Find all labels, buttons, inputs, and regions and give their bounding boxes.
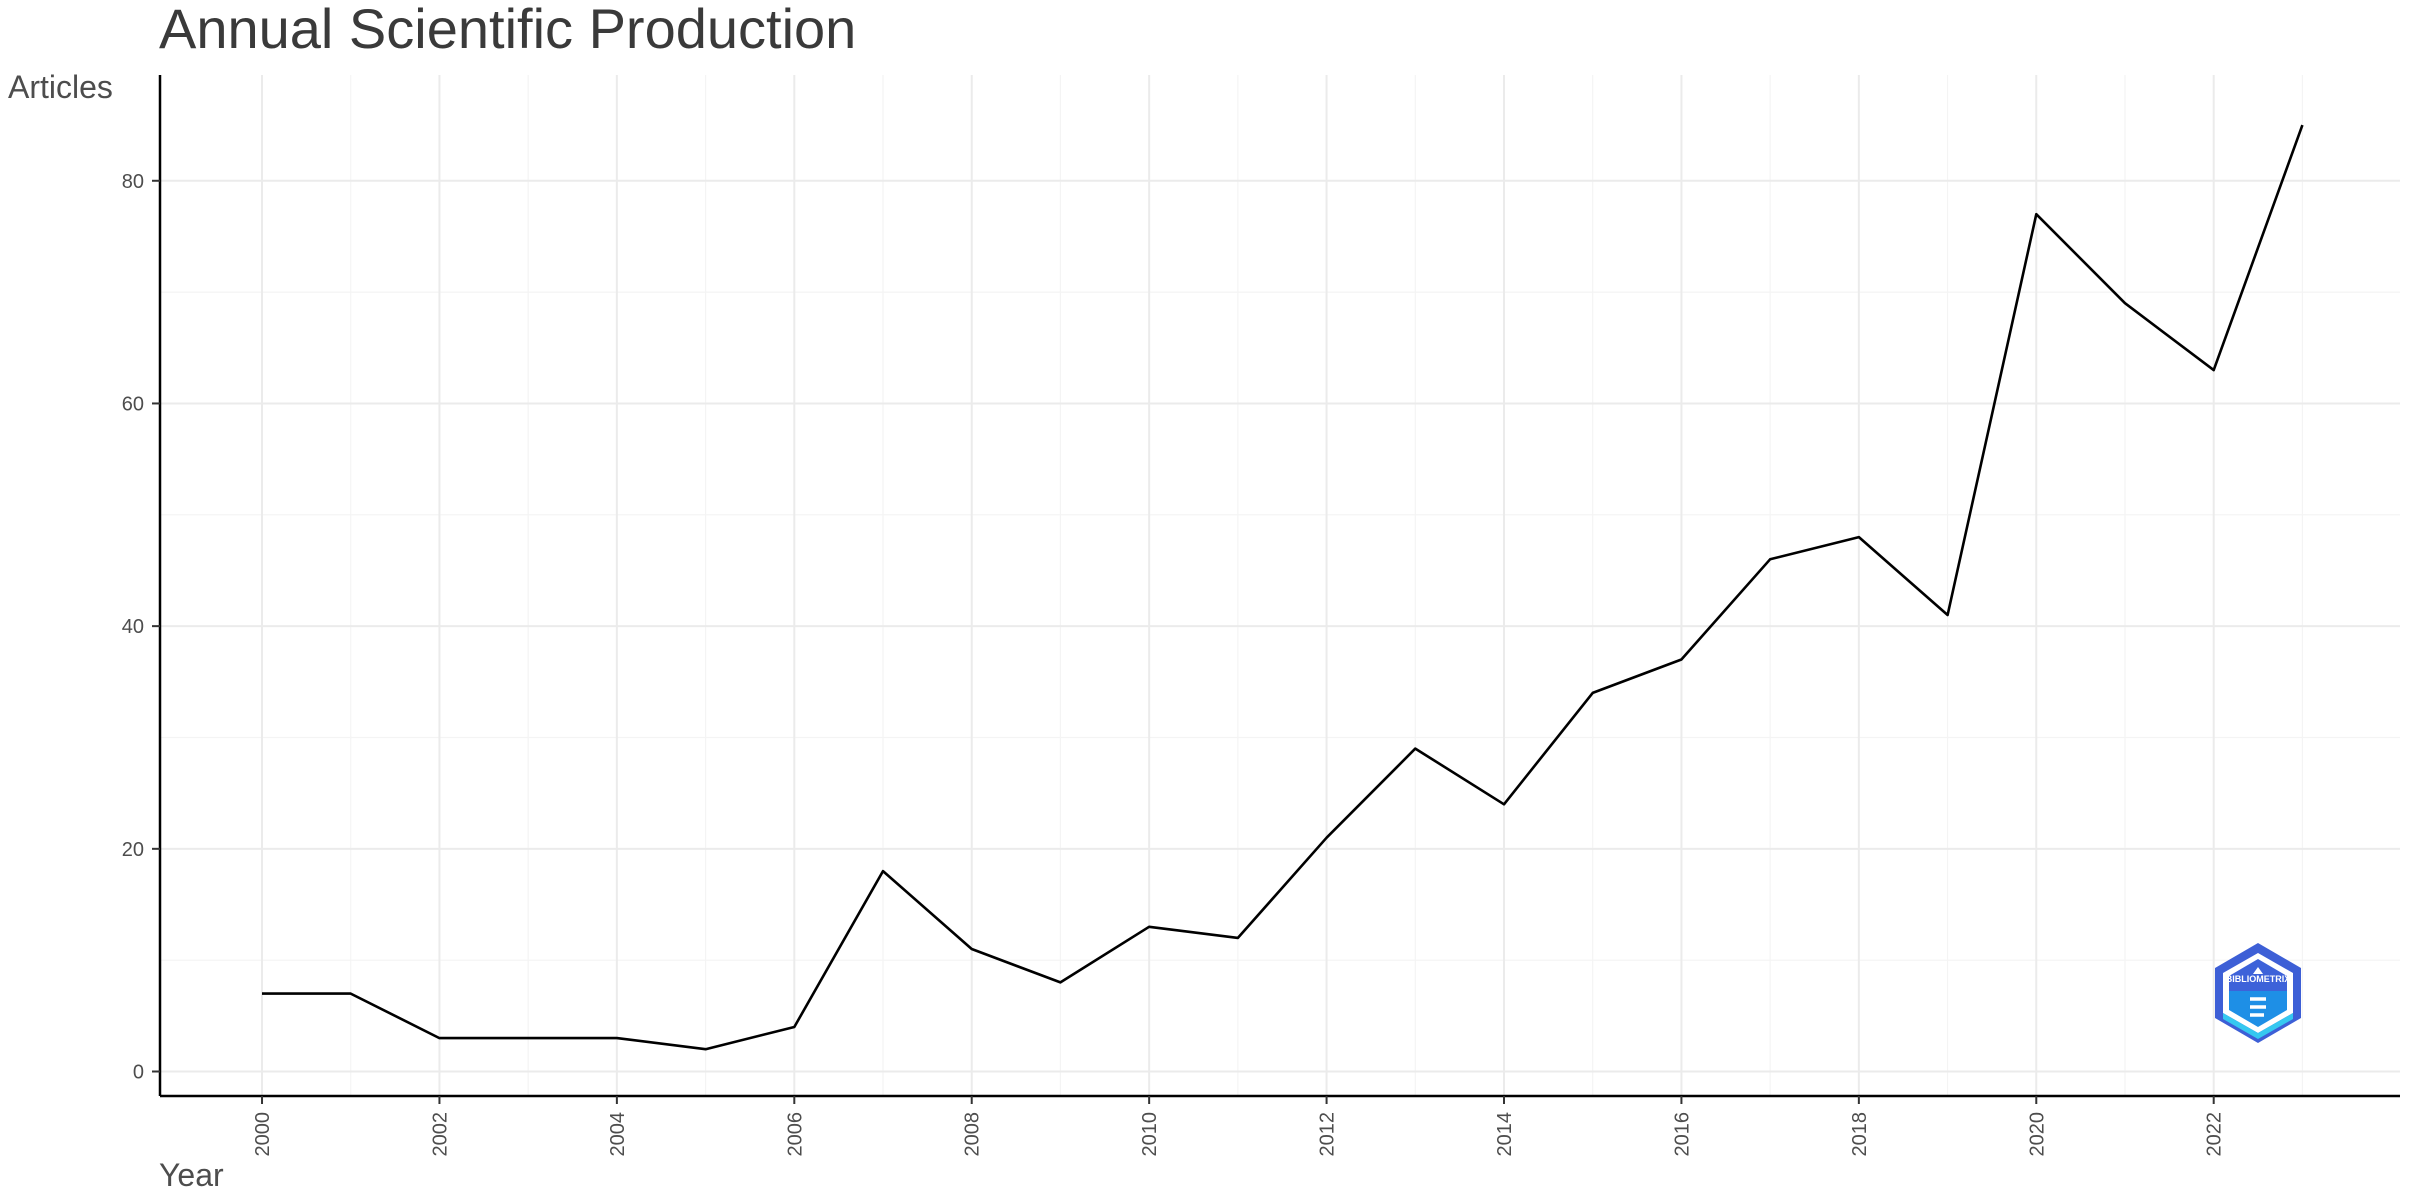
x-axis-title: Year	[159, 1157, 224, 1193]
x-tick-label: 2020	[2026, 1112, 2048, 1157]
series-line	[262, 124, 2304, 1051]
tick-labels: 0 20 40 60 80 2000 2002 2004 2006 2008 2010 2012 201…	[122, 171, 2226, 1157]
x-tick-label: 2000	[252, 1112, 274, 1157]
y-tick-label: 40	[122, 616, 144, 638]
logo-text: BIBLIOMETRIX	[2226, 974, 2291, 984]
axes	[158, 75, 2400, 1098]
x-tick-label: 2010	[1139, 1112, 1161, 1157]
y-axis-title: Articles	[8, 69, 113, 105]
x-tick-label: 2008	[962, 1112, 984, 1157]
x-tick-label: 2006	[784, 1112, 806, 1157]
x-tick-label: 2018	[1849, 1112, 1871, 1157]
chart-title: Annual Scientific Production	[159, 0, 856, 60]
bibliometrix-logo: BIBLIOMETRIX	[2215, 943, 2301, 1043]
y-tick-label: 80	[122, 171, 144, 193]
x-tick-label: 2022	[2204, 1112, 2226, 1157]
x-tick-label: 2004	[607, 1112, 629, 1157]
x-tick-label: 2002	[429, 1112, 451, 1157]
series	[262, 124, 2304, 1051]
x-tick-label: 2014	[1494, 1112, 1516, 1157]
x-tick-label: 2016	[1671, 1112, 1693, 1157]
y-tick-label: 0	[133, 1062, 144, 1084]
x-tick-label: 2012	[1317, 1112, 1339, 1157]
grid	[160, 75, 2400, 1096]
y-tick-label: 60	[122, 393, 144, 415]
y-tick-label: 20	[122, 839, 144, 861]
